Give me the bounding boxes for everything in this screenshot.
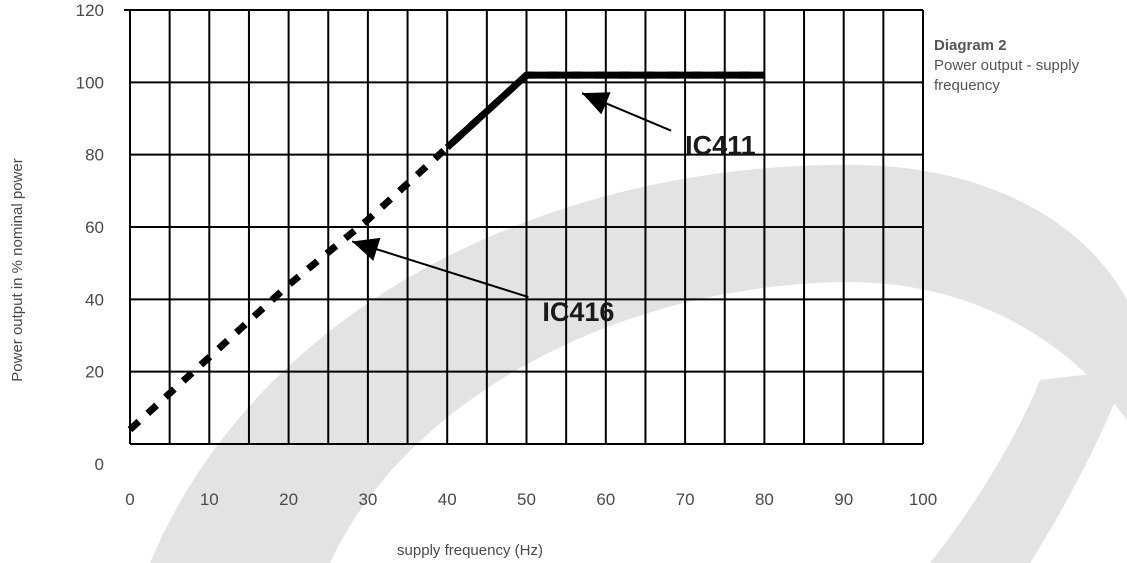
- chart-annotations: IC411 IC416: [351, 92, 756, 327]
- side-caption-subtitle-line1: Power output - supply: [934, 57, 1080, 74]
- y-tick-label: 0: [95, 455, 104, 474]
- annotation-label: IC416: [542, 297, 614, 327]
- chart-series: [127, 71, 765, 433]
- x-tick-label: 0: [125, 490, 134, 509]
- x-tick-label: 80: [755, 490, 774, 509]
- x-tick-label: 70: [676, 490, 695, 509]
- x-tick-label: 100: [909, 490, 937, 509]
- side-caption-title: Diagram 2: [934, 37, 1007, 54]
- series-line-ic411: [444, 71, 765, 151]
- annotation-label: IC411: [685, 131, 756, 161]
- x-tick-label: 50: [517, 490, 536, 509]
- watermark-arc-right: [930, 370, 1127, 563]
- x-tick-label: 20: [279, 490, 298, 509]
- y-tick-label: 100: [76, 73, 104, 92]
- side-caption-subtitle-line2: frequency: [934, 77, 1000, 94]
- x-tick-label: 30: [358, 490, 377, 509]
- annotation-arrowhead: [352, 237, 381, 261]
- side-caption: Diagram 2 Power output - supply frequenc…: [934, 37, 1080, 94]
- y-tick-label: 40: [85, 290, 104, 309]
- chart-grid: [124, 9, 924, 445]
- chart-ticks: 0 10 20 30 40 50 60 70 80 90 100 0 20 40 60 80 100 120: [76, 1, 938, 509]
- x-tick-label: 60: [596, 490, 615, 509]
- x-tick-label: 40: [438, 490, 457, 509]
- x-axis-title: supply frequency (Hz): [397, 542, 543, 559]
- y-tick-label: 60: [85, 218, 104, 237]
- y-tick-label: 20: [85, 363, 104, 382]
- x-tick-label: 10: [200, 490, 219, 509]
- y-axis-title: Power output in % nominal power: [9, 158, 26, 381]
- y-tick-label: 120: [76, 1, 104, 20]
- annotation-arrow-line: [351, 240, 529, 298]
- x-tick-label: 90: [834, 490, 853, 509]
- y-tick-label: 80: [85, 146, 104, 165]
- annotation-arrowhead: [582, 92, 611, 115]
